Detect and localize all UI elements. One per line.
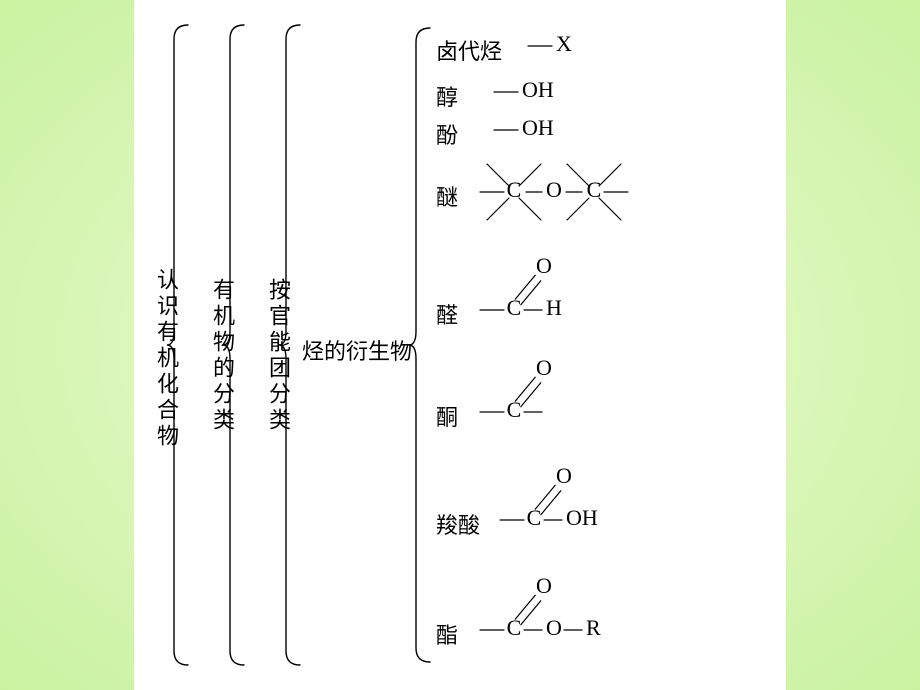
mid-label: 烃的衍生物	[302, 334, 412, 366]
row-label-1: 醇	[436, 80, 458, 112]
vertical-label-2: 按官能团分类	[262, 278, 294, 434]
row-label-4: 醛	[436, 298, 458, 330]
vertical-label-1: 有机物的分类	[206, 278, 238, 434]
vertical-label-0: 认识有机化合物	[150, 268, 182, 450]
row-label-6: 羧酸	[436, 508, 480, 540]
slide-canvas: XOHOHCOCCOHCOCOOHCOOR 认识有机化合物有机物的分类按官能团分…	[0, 0, 920, 690]
row-label-5: 酮	[436, 400, 458, 432]
row-label-0: 卤代烃	[436, 34, 502, 66]
row-label-7: 酯	[436, 618, 458, 650]
row-label-2: 酚	[436, 118, 458, 150]
row-label-3: 醚	[436, 180, 458, 212]
text-layer: 认识有机化合物有机物的分类按官能团分类烃的衍生物 卤代烃醇酚醚醛酮羧酸酯	[0, 0, 920, 690]
